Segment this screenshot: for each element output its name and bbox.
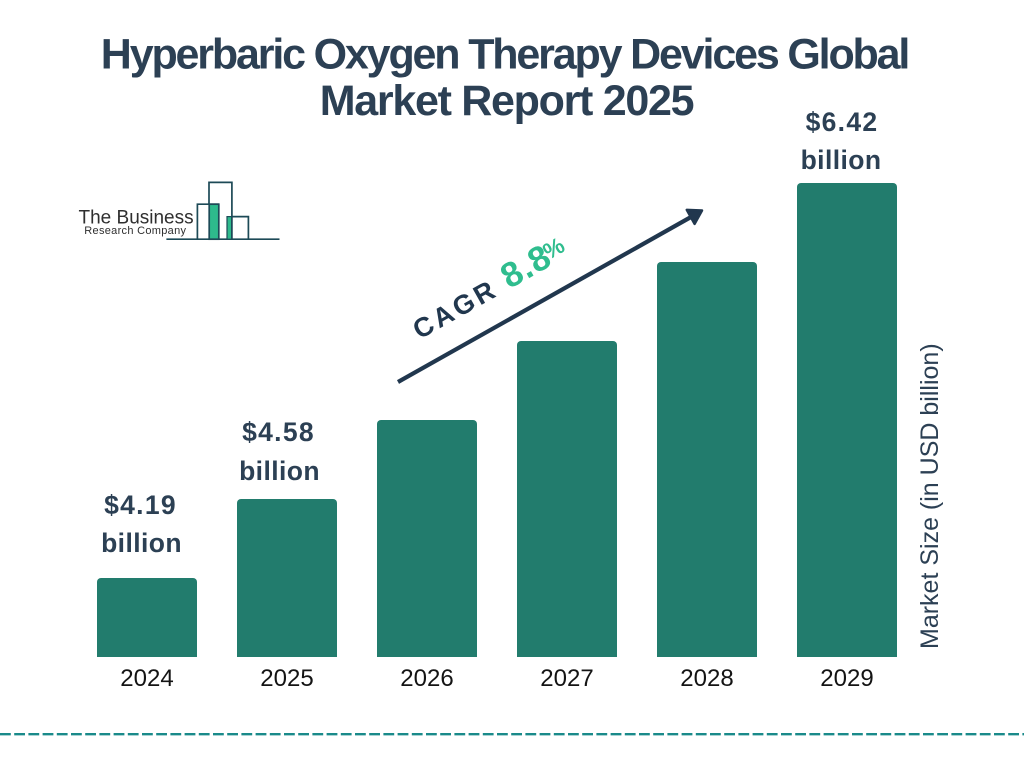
svg-text:2025: 2025 (260, 665, 313, 692)
svg-text:2029: 2029 (820, 665, 873, 692)
svg-text:Market Report 2025: Market Report 2025 (320, 77, 694, 125)
svg-text:Research Company: Research Company (84, 225, 186, 237)
svg-text:2026: 2026 (400, 665, 453, 692)
svg-text:The Business: The Business (79, 207, 194, 228)
svg-text:billion: billion (101, 528, 182, 558)
svg-text:Market Size (in USD billion): Market Size (in USD billion) (916, 343, 944, 649)
svg-text:billion: billion (801, 145, 882, 175)
svg-text:$6.42: $6.42 (806, 107, 879, 137)
svg-text:billion: billion (239, 456, 320, 486)
svg-text:2027: 2027 (540, 665, 593, 692)
svg-text:2028: 2028 (680, 665, 733, 692)
svg-text:$4.58: $4.58 (242, 417, 315, 447)
svg-text:$4.19: $4.19 (104, 490, 177, 520)
svg-text:Hyperbaric Oxygen Therapy Devi: Hyperbaric Oxygen Therapy Devices Global (101, 31, 908, 79)
svg-text:2024: 2024 (120, 665, 173, 692)
